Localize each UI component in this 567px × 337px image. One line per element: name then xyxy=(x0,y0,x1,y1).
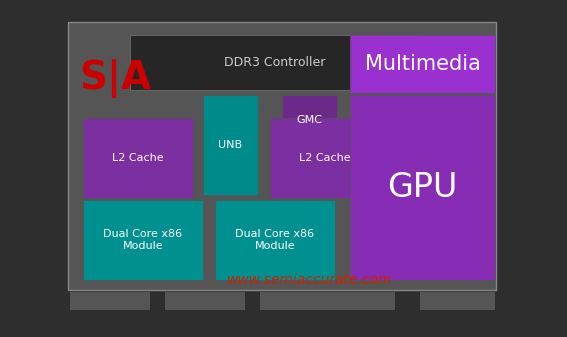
Text: Dual Core x86
Module: Dual Core x86 Module xyxy=(103,229,183,251)
Bar xyxy=(83,200,203,280)
Bar xyxy=(130,35,420,90)
Text: Multimedia: Multimedia xyxy=(365,54,480,74)
Text: GPU: GPU xyxy=(387,171,458,204)
Text: UNB: UNB xyxy=(218,140,243,150)
Text: GMC: GMC xyxy=(297,115,323,125)
Bar xyxy=(165,292,245,310)
Bar xyxy=(260,292,395,310)
Bar xyxy=(68,22,496,290)
Bar xyxy=(282,95,337,145)
Bar xyxy=(83,118,193,198)
Text: www.semiaccurate.com: www.semiaccurate.com xyxy=(227,273,393,287)
Text: S|A: S|A xyxy=(79,59,151,97)
Text: DDR3 Controller: DDR3 Controller xyxy=(225,56,325,69)
Text: L2 Cache: L2 Cache xyxy=(299,153,351,163)
Bar xyxy=(350,95,495,280)
Bar xyxy=(203,95,258,195)
Bar xyxy=(270,118,380,198)
Text: L2 Cache: L2 Cache xyxy=(112,153,164,163)
Bar xyxy=(350,35,495,93)
Text: Dual Core x86
Module: Dual Core x86 Module xyxy=(235,229,315,251)
Bar xyxy=(420,292,495,310)
Bar xyxy=(70,292,150,310)
Bar xyxy=(215,200,335,280)
